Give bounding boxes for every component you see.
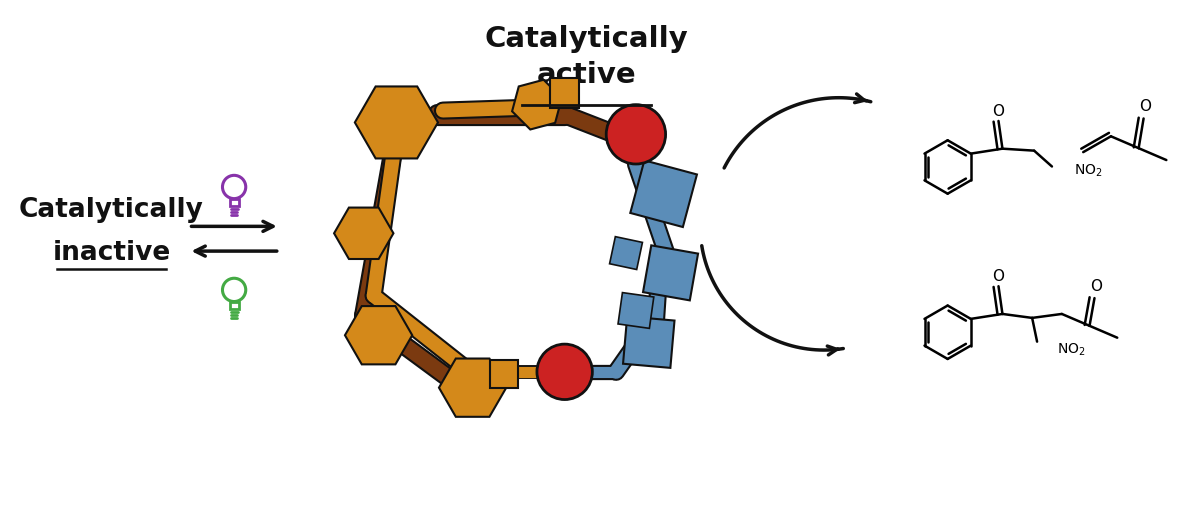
Polygon shape bbox=[618, 293, 654, 328]
Text: O: O bbox=[1091, 279, 1103, 294]
Polygon shape bbox=[643, 245, 698, 301]
Circle shape bbox=[606, 105, 666, 164]
Text: O: O bbox=[1140, 99, 1152, 114]
Polygon shape bbox=[550, 78, 580, 108]
Text: Catalytically: Catalytically bbox=[485, 26, 689, 54]
Polygon shape bbox=[334, 207, 394, 259]
Polygon shape bbox=[355, 86, 438, 158]
Bar bbox=[229, 199, 239, 206]
Text: inactive: inactive bbox=[53, 240, 170, 266]
Polygon shape bbox=[610, 237, 642, 269]
Polygon shape bbox=[439, 358, 506, 417]
Polygon shape bbox=[623, 316, 674, 368]
Text: NO$_2$: NO$_2$ bbox=[1074, 162, 1103, 179]
Text: active: active bbox=[536, 61, 636, 89]
Bar bbox=[229, 302, 239, 309]
Text: O: O bbox=[992, 269, 1004, 284]
Polygon shape bbox=[512, 80, 562, 130]
Polygon shape bbox=[630, 160, 697, 227]
Polygon shape bbox=[344, 306, 413, 364]
Text: O: O bbox=[992, 104, 1004, 119]
Circle shape bbox=[536, 344, 593, 400]
Polygon shape bbox=[491, 360, 518, 388]
Text: Catalytically: Catalytically bbox=[19, 196, 204, 222]
Text: NO$_2$: NO$_2$ bbox=[1057, 341, 1086, 358]
